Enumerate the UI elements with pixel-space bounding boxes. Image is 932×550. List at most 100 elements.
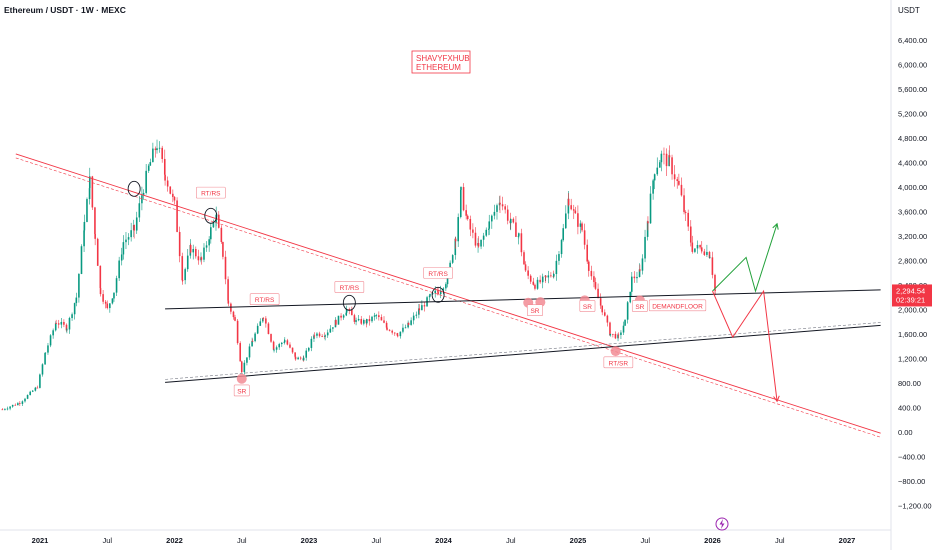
rejection-circle-marker[interactable] xyxy=(342,294,356,311)
lightning-icon[interactable] xyxy=(715,517,729,531)
candle-body xyxy=(703,251,706,255)
annotation-label[interactable]: SR xyxy=(631,300,648,312)
rising-support-trendline[interactable] xyxy=(165,324,881,383)
annotation-label-box xyxy=(527,304,543,317)
candle-body xyxy=(29,391,31,396)
price-tick-label: 2,000.00 xyxy=(898,306,927,315)
candle-body xyxy=(544,275,547,278)
candle-body xyxy=(609,322,611,336)
current-price-tag[interactable]: 2,294.54 02:39:21 xyxy=(892,284,932,307)
candle-body xyxy=(391,330,393,333)
candle-body xyxy=(469,219,472,230)
annotation-label[interactable]: SR xyxy=(579,300,596,312)
candle-body xyxy=(205,245,208,248)
candle-body xyxy=(4,409,6,410)
candle-body xyxy=(154,148,157,151)
rejection-circle-marker[interactable] xyxy=(431,286,445,303)
annotation-label-box xyxy=(579,300,596,312)
annotation-label-box xyxy=(631,300,648,312)
horizontal-support-trendline[interactable] xyxy=(165,289,881,310)
rejection-circle-marker[interactable] xyxy=(127,180,141,197)
bullish-projection-path[interactable] xyxy=(712,223,778,293)
candle-body xyxy=(217,214,220,228)
candle-body xyxy=(617,334,620,336)
support-dot-marker[interactable] xyxy=(610,346,621,357)
candle-body xyxy=(348,309,351,310)
candle-body xyxy=(601,305,604,313)
annotation-label-box xyxy=(233,384,250,397)
annotation-label[interactable]: SR xyxy=(527,304,543,317)
candle-body xyxy=(232,311,235,318)
annotation-label-text: RT/RS xyxy=(340,285,360,292)
candle-body xyxy=(488,228,490,230)
candle-body xyxy=(88,176,91,189)
annotation-label[interactable]: RT/SR xyxy=(603,356,634,369)
price-axis[interactable]: 6,400.00 6,000.00 5,600.00 5,200.00 4,800.00… xyxy=(898,36,932,511)
time-tick-label: Jul xyxy=(237,536,247,545)
candle-body xyxy=(26,395,29,399)
candle-body xyxy=(286,340,289,345)
candle-body xyxy=(678,180,680,185)
annotation-label[interactable]: DEMANDFLOOR xyxy=(648,299,707,312)
candle-body xyxy=(357,318,360,321)
candle-body xyxy=(49,335,52,346)
candle-body xyxy=(663,153,665,155)
candle-body xyxy=(130,230,132,238)
candle-body xyxy=(460,187,462,190)
time-tick-label: 2021 xyxy=(32,536,49,545)
candle-body xyxy=(88,188,91,200)
candle-body xyxy=(550,275,552,277)
annotation-label[interactable]: RT/RS xyxy=(423,267,453,279)
candle-body xyxy=(164,174,166,181)
annotation-label[interactable]: SR xyxy=(233,384,250,397)
annotation-label[interactable]: RT/RS xyxy=(196,186,226,199)
candle-body xyxy=(439,290,442,295)
candle-body xyxy=(603,312,606,316)
candle-body xyxy=(19,403,21,404)
candle-body xyxy=(459,189,462,218)
candle-body xyxy=(1,409,4,411)
candle-body xyxy=(335,320,337,325)
candle-body xyxy=(251,340,253,347)
candle-body xyxy=(307,347,310,351)
candle-body xyxy=(120,254,123,261)
symbol-title[interactable]: Ethereum / USDT · 1W · MEXC xyxy=(4,5,126,15)
resistance-trendline[interactable] xyxy=(15,153,881,434)
price-tick-label: 1,600.00 xyxy=(898,330,927,339)
candle-body xyxy=(102,294,104,302)
bearish-projection-path[interactable] xyxy=(712,289,778,402)
candle-body xyxy=(57,323,60,325)
candle-body xyxy=(558,254,560,261)
annotation-label-text: RT/RS xyxy=(428,271,448,278)
annotation-label[interactable]: RT/RS xyxy=(249,293,280,306)
candle-body xyxy=(138,203,141,218)
candle-body xyxy=(41,364,44,375)
candle-body xyxy=(321,336,323,337)
annotation-label[interactable]: RT/RS xyxy=(334,281,365,293)
annotation-label-text: SR xyxy=(635,304,644,311)
candle-body xyxy=(711,257,714,275)
time-axis[interactable]: 2021 Jul 2022 Jul 2023 Jul 2024 Jul 2025 Jul 2026 J… xyxy=(32,536,856,545)
candle-body xyxy=(415,314,418,316)
price-tick-label: 5,200.00 xyxy=(898,110,927,119)
candle-body xyxy=(161,147,163,159)
candle-body xyxy=(428,295,431,298)
rejection-circle-marker[interactable] xyxy=(204,207,218,224)
candle-body xyxy=(393,332,396,334)
candle-body xyxy=(363,319,365,324)
candle-body xyxy=(552,274,555,277)
candle-body xyxy=(267,323,270,335)
candle-body xyxy=(375,315,378,317)
currency-label[interactable]: USDT xyxy=(898,6,920,15)
candle-body xyxy=(230,303,232,312)
candle-body xyxy=(437,291,439,295)
trendlines-layer xyxy=(15,153,881,438)
candle-body xyxy=(493,211,496,216)
candle-body xyxy=(465,210,467,216)
candle-body xyxy=(313,335,315,339)
candle-body xyxy=(629,291,632,303)
candle-body xyxy=(91,176,94,208)
candle-body xyxy=(706,251,708,255)
support-dot-marker[interactable] xyxy=(236,373,247,384)
